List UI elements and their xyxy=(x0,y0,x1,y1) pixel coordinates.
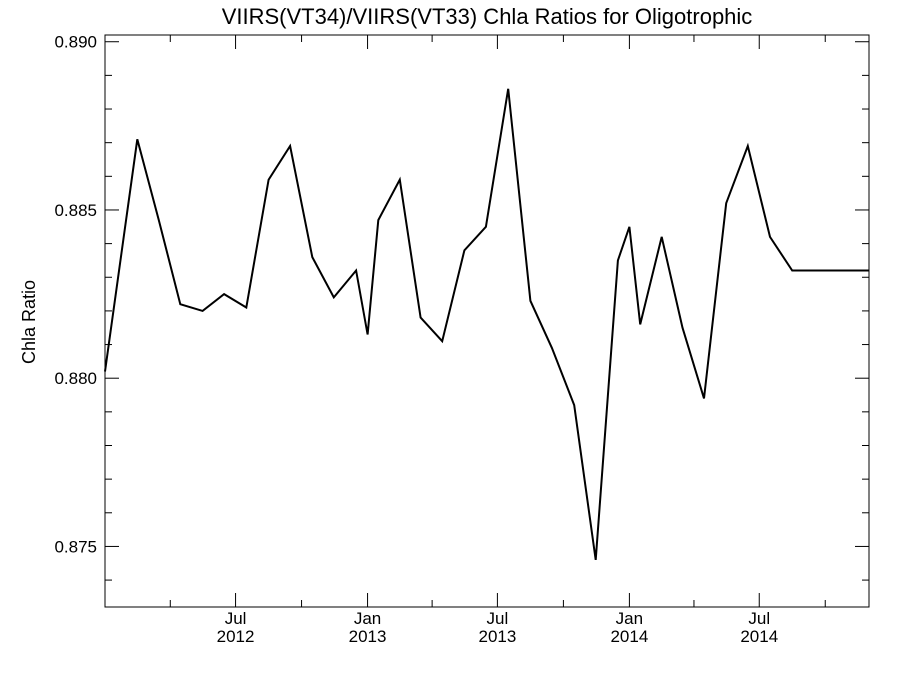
x-tick-year-label: 2013 xyxy=(349,627,387,646)
x-tick-month-label: Jan xyxy=(354,609,381,628)
y-tick-label: 0.880 xyxy=(54,369,97,388)
x-tick-month-label: Jul xyxy=(487,609,509,628)
x-tick-month-label: Jan xyxy=(616,609,643,628)
x-tick-month-label: Jul xyxy=(748,609,770,628)
plot-frame xyxy=(104,34,870,608)
x-tick-year-label: 2014 xyxy=(610,627,648,646)
chart-title: VIIRS(VT34)/VIIRS(VT33) Chla Ratios for … xyxy=(222,4,753,29)
x-tick-year-label: 2014 xyxy=(740,627,778,646)
series-line xyxy=(104,88,869,561)
y-tick-label: 0.885 xyxy=(54,201,97,220)
y-tick-label: 0.890 xyxy=(54,33,97,52)
series-layer xyxy=(104,88,869,561)
x-tick-month-label: Jul xyxy=(225,609,247,628)
x-tick-year-label: 2012 xyxy=(217,627,255,646)
y-axis-label: Chla Ratio xyxy=(19,280,39,364)
y-tick-label: 0.875 xyxy=(54,537,97,556)
x-tick-year-label: 2013 xyxy=(478,627,516,646)
y-axis-ticks: 0.875 0.880 0.885 0.890 xyxy=(54,33,869,581)
